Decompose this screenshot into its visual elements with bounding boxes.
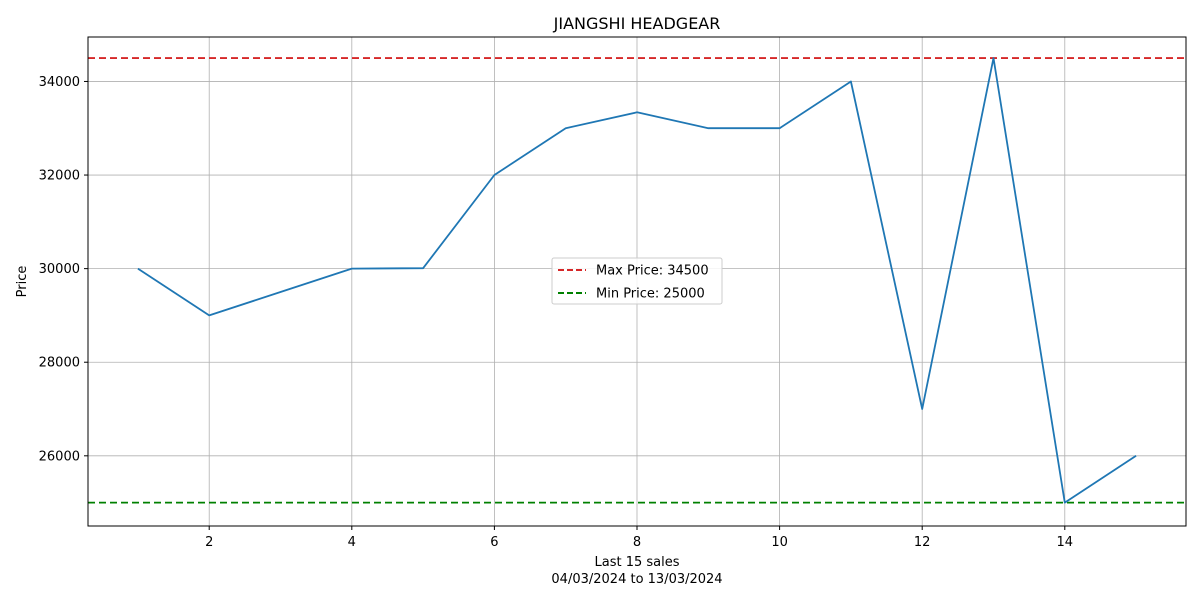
chart-title: JIANGSHI HEADGEAR [553,14,721,33]
x-tick-label: 8 [633,535,641,550]
legend-box [551,257,723,305]
legend-entry-min: Min Price: 25000 [596,287,705,302]
x-tick-label: 10 [771,535,788,550]
y-tick-label: 30000 [39,262,80,277]
y-tick-label: 26000 [39,449,80,464]
legend: Max Price: 34500 Min Price: 25000 [551,257,723,305]
x-axis-label: Last 15 sales [594,555,679,570]
price-series-line [137,57,1137,504]
y-tick-label: 28000 [39,356,80,371]
grid [88,37,1186,526]
y-axis-ticks: 26000 28000 30000 32000 34000 [39,75,88,464]
plot-frame [87,36,1187,527]
x-tick-label: 14 [1057,535,1074,550]
y-tick-label: 34000 [39,75,80,90]
reference-lines [88,57,1186,504]
legend-entry-max: Max Price: 34500 [596,264,709,279]
y-axis-label: Price [15,266,30,298]
x-axis-ticks: 2 4 6 8 10 12 14 [205,526,1073,550]
x-tick-label: 12 [914,535,931,550]
series [137,57,1137,504]
y-tick-label: 32000 [39,169,80,184]
x-tick-label: 6 [490,535,498,550]
x-tick-label: 4 [348,535,356,550]
x-axis-sublabel: 04/03/2024 to 13/03/2024 [551,572,722,587]
x-tick-label: 2 [205,535,213,550]
